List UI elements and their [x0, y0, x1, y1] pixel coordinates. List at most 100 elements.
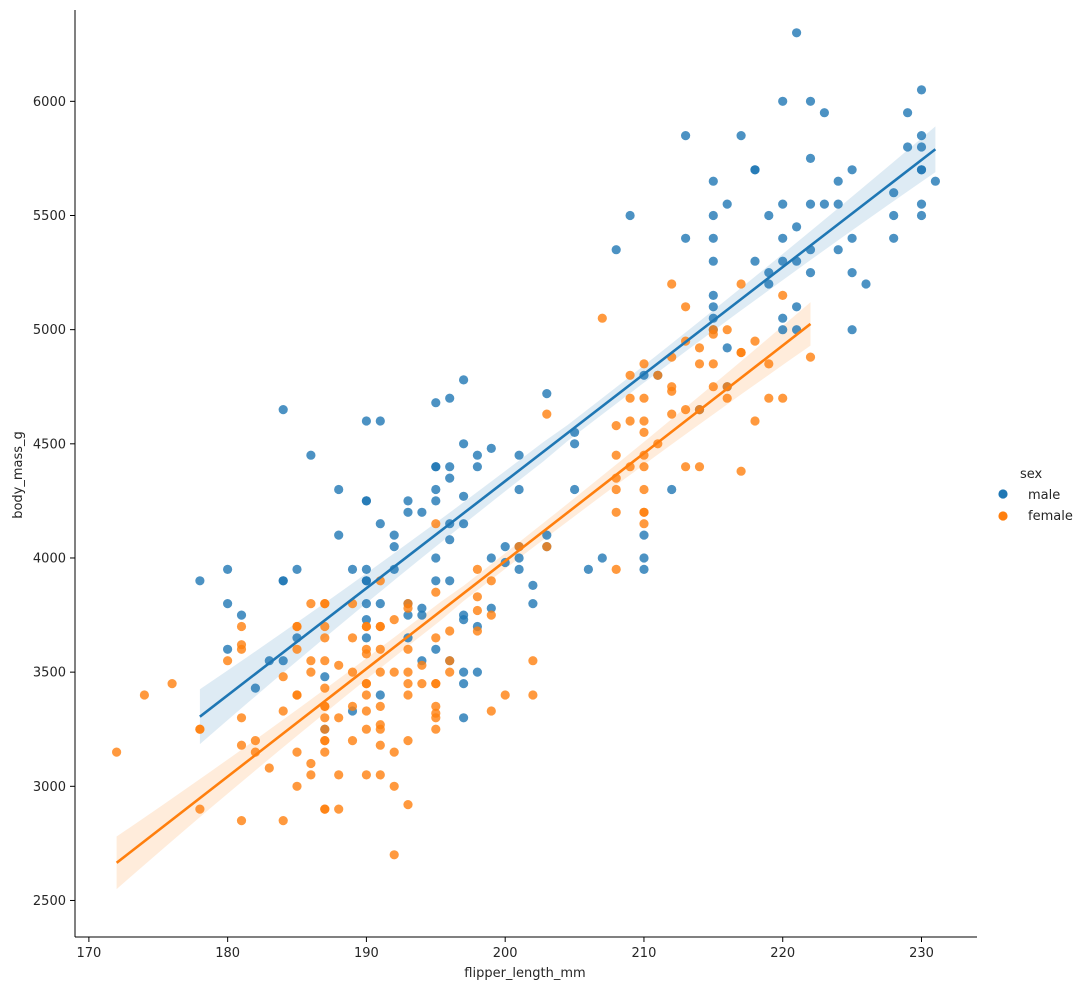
data-point-male	[223, 599, 233, 609]
data-point-female	[375, 667, 385, 677]
data-point-female	[611, 450, 621, 460]
data-point-male	[916, 85, 927, 95]
data-point-female	[306, 667, 316, 677]
data-point-male	[459, 679, 469, 689]
data-point-male	[916, 199, 927, 209]
data-point-male	[805, 199, 816, 209]
data-point-female	[667, 279, 677, 289]
data-point-male	[236, 610, 247, 620]
data-point-female	[639, 519, 649, 529]
data-point-female	[694, 343, 705, 353]
data-point-female	[722, 325, 732, 335]
data-point-female	[320, 713, 330, 723]
data-point-female	[736, 466, 746, 476]
x-tick-label: 180	[215, 946, 240, 961]
axes	[74, 10, 977, 938]
data-point-female	[431, 587, 441, 597]
data-point-male	[306, 450, 316, 460]
data-point-female	[139, 690, 149, 700]
data-point-male	[459, 491, 469, 501]
data-point-male	[639, 553, 649, 563]
data-point-male	[916, 210, 927, 221]
data-point-female	[334, 770, 344, 780]
data-point-female	[778, 290, 788, 300]
data-point-male	[431, 553, 441, 563]
data-point-male	[431, 644, 441, 654]
data-point-male	[861, 279, 871, 289]
x-tick-label: 230	[909, 946, 934, 961]
regression-line-male	[199, 148, 937, 718]
data-point-male	[778, 325, 788, 335]
y-tick-label: 2500	[33, 894, 66, 909]
data-point-female	[361, 649, 371, 659]
data-point-female	[320, 633, 330, 643]
data-point-male	[847, 268, 857, 278]
data-point-female	[805, 352, 816, 362]
data-point-male	[403, 496, 413, 506]
data-point-female	[736, 279, 746, 289]
data-point-male	[459, 667, 469, 677]
x-tick-label: 200	[493, 946, 518, 961]
data-point-female	[597, 313, 607, 323]
data-point-female	[750, 336, 760, 346]
y-tick-label: 5000	[33, 323, 66, 338]
data-point-male	[750, 256, 760, 266]
data-point-male	[847, 233, 857, 243]
data-point-male	[278, 576, 288, 586]
data-point-male	[250, 683, 260, 693]
data-point-male	[403, 610, 413, 620]
data-point-male	[459, 713, 469, 723]
data-point-male	[361, 416, 371, 426]
x-tick-label: 210	[632, 946, 657, 961]
data-point-female	[320, 804, 330, 814]
data-point-female	[320, 621, 330, 632]
data-point-male	[195, 576, 205, 586]
scatter-points	[112, 28, 941, 860]
data-point-male	[847, 325, 857, 335]
data-point-female	[278, 816, 288, 826]
legend: sex male female	[998, 467, 1073, 524]
data-point-female	[431, 679, 441, 689]
data-point-female	[236, 816, 247, 826]
regression-line-female	[115, 322, 812, 864]
data-point-male	[819, 199, 830, 209]
data-point-female	[292, 644, 302, 654]
data-point-female	[486, 706, 496, 716]
data-point-female	[486, 576, 496, 586]
data-point-female	[375, 701, 385, 712]
data-point-male	[459, 375, 469, 385]
data-point-female	[292, 621, 302, 632]
data-point-male	[472, 450, 482, 460]
data-point-female	[611, 507, 621, 517]
data-point-female	[403, 800, 413, 810]
data-point-female	[292, 747, 302, 757]
data-point-female	[320, 736, 330, 746]
data-point-male	[708, 210, 718, 221]
data-point-male	[805, 96, 816, 106]
data-point-female	[625, 370, 635, 380]
data-point-male	[389, 530, 399, 540]
data-point-female	[347, 633, 358, 643]
data-point-female	[445, 656, 455, 666]
data-point-female	[236, 621, 247, 632]
data-point-female	[431, 724, 441, 734]
data-point-female	[500, 690, 510, 700]
y-tick-label: 4500	[33, 437, 66, 452]
data-point-male	[764, 210, 774, 221]
data-point-male	[792, 28, 802, 38]
x-tick-label: 190	[354, 946, 379, 961]
data-point-male	[431, 576, 441, 586]
data-point-female	[681, 302, 691, 312]
data-point-male	[514, 564, 524, 575]
data-point-male	[514, 553, 524, 563]
data-point-male	[903, 108, 913, 118]
y-tick-label: 3500	[33, 666, 66, 681]
data-point-male	[542, 530, 552, 540]
data-point-female	[681, 462, 691, 472]
data-point-female	[542, 542, 552, 552]
data-point-female	[375, 740, 385, 750]
data-point-male	[819, 108, 830, 118]
data-point-male	[361, 615, 371, 625]
data-point-female	[722, 393, 732, 403]
legend-label-male: male	[1028, 488, 1060, 503]
